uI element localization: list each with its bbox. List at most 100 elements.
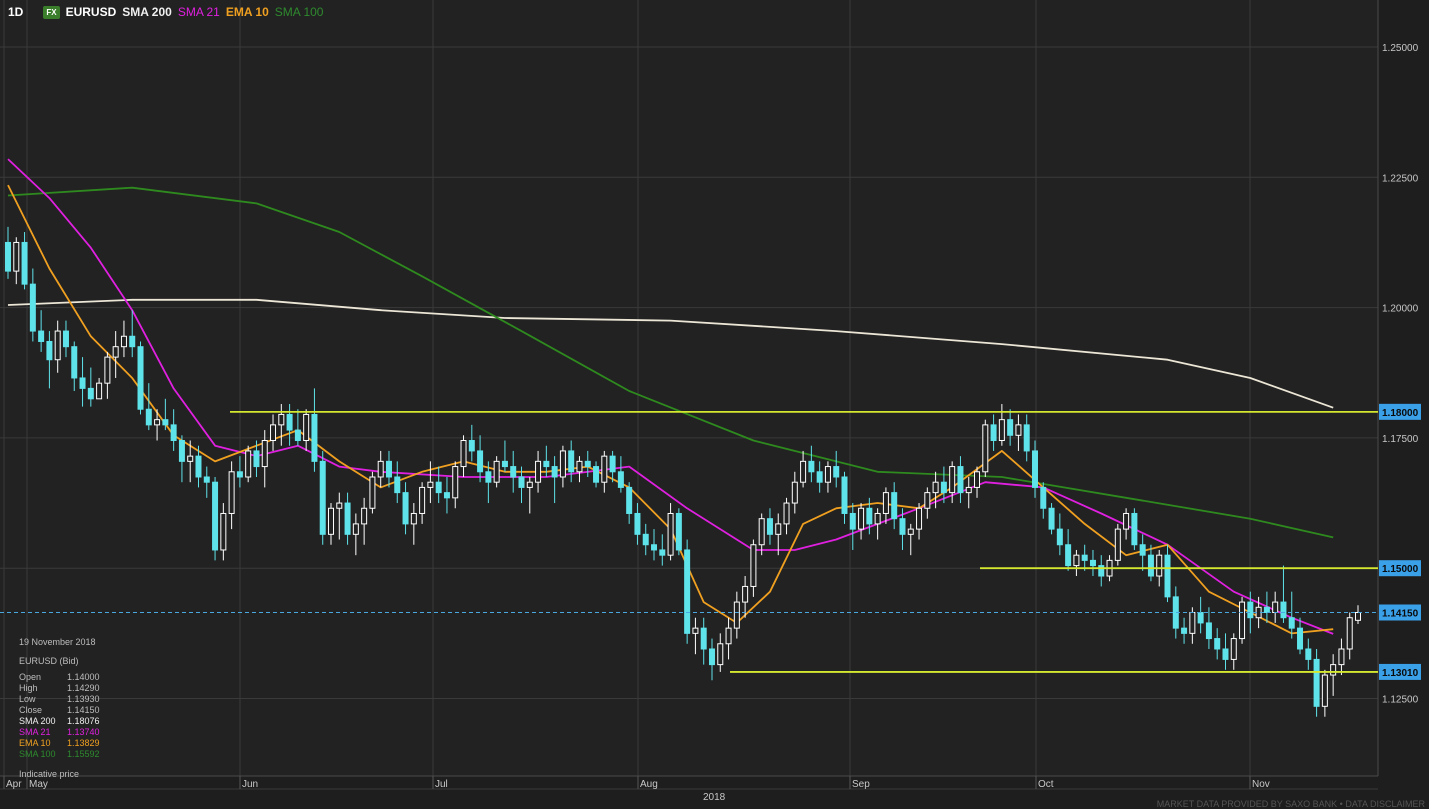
- candle: [1272, 591, 1279, 623]
- symbol-label[interactable]: EURUSD: [65, 5, 117, 19]
- candle-body: [1098, 565, 1105, 577]
- candle-body: [559, 450, 566, 478]
- candle-body: [319, 460, 326, 535]
- candle-body: [236, 471, 243, 478]
- candle-body: [385, 460, 392, 478]
- candle-body: [1214, 638, 1221, 650]
- candle-body: [1272, 601, 1279, 614]
- candle-body: [71, 346, 78, 379]
- candle: [38, 310, 45, 352]
- candle-body: [187, 455, 194, 462]
- info-table: Open 1.14000 High 1.14290 Low 1.13930 Close 1.1…: [19, 671, 100, 759]
- legend-sma200[interactable]: SMA 200: [122, 5, 172, 19]
- ema10-line: [7, 184, 1334, 635]
- candle-body: [990, 424, 997, 442]
- candle: [824, 461, 831, 493]
- candle-body: [1222, 648, 1229, 660]
- candle: [1164, 544, 1171, 603]
- candle: [543, 445, 550, 477]
- candle-body: [617, 471, 624, 488]
- candle: [891, 482, 898, 530]
- candle: [692, 617, 699, 655]
- candle: [419, 482, 426, 524]
- level-tag-label: 1.15000: [1382, 564, 1419, 575]
- price-tick-label: 1.25000: [1382, 43, 1419, 54]
- candle-body: [79, 377, 86, 389]
- candle-body: [1114, 528, 1121, 561]
- candle-body: [1048, 507, 1055, 530]
- candle: [882, 487, 889, 524]
- candle: [576, 456, 583, 483]
- candle-body: [195, 455, 202, 478]
- candle: [1065, 529, 1072, 571]
- candle-body: [278, 413, 285, 426]
- candle-body: [816, 471, 823, 483]
- candle: [1247, 591, 1254, 634]
- candle-body: [311, 413, 318, 462]
- candle: [203, 466, 210, 498]
- candle-body: [352, 523, 359, 535]
- candle: [841, 471, 848, 524]
- candle: [286, 404, 293, 446]
- candle: [708, 638, 715, 681]
- candle: [593, 461, 600, 488]
- candle: [601, 450, 608, 493]
- candle-body: [1040, 486, 1047, 509]
- candle-body: [270, 424, 277, 442]
- candle: [460, 435, 467, 477]
- candle-body: [1230, 638, 1237, 660]
- candle-body: [1330, 664, 1337, 676]
- legend-sma100[interactable]: SMA 100: [274, 5, 324, 19]
- candle-body: [601, 455, 608, 483]
- candle-body: [742, 585, 749, 603]
- candle: [1321, 669, 1328, 717]
- candle-body: [733, 601, 740, 629]
- candle: [1123, 508, 1130, 540]
- candle: [651, 529, 658, 561]
- legend-sma21[interactable]: SMA 21: [177, 5, 220, 19]
- data-disclaimer[interactable]: MARKET DATA PROVIDED BY SAXO BANK • DATA…: [1156, 799, 1425, 809]
- candle-body: [154, 419, 161, 426]
- candle-body: [551, 466, 558, 478]
- chart-header: 1D FX EURUSD SMA 200 SMA 21 EMA 10 SMA 1…: [8, 5, 323, 19]
- candle-body: [1073, 554, 1080, 567]
- candle-body: [203, 476, 210, 483]
- info-row: SMA 21 1.13740: [19, 726, 100, 737]
- legend-ema10[interactable]: EMA 10: [225, 5, 269, 19]
- sma100-line: [7, 186, 1334, 539]
- month-label: Oct: [1038, 779, 1054, 790]
- candle-body: [369, 476, 376, 509]
- candle-body: [824, 466, 831, 483]
- candle-body: [949, 466, 956, 494]
- candle: [808, 445, 815, 483]
- info-row: EMA 10 1.13829: [19, 737, 100, 748]
- candle: [1214, 628, 1221, 660]
- candle: [1338, 638, 1345, 676]
- candle-body: [510, 466, 517, 478]
- candle: [791, 471, 798, 514]
- year-label: 2018: [703, 792, 726, 803]
- timeframe-label[interactable]: 1D: [8, 5, 24, 19]
- candle-body: [659, 549, 666, 556]
- candle: [766, 508, 773, 545]
- horizontal-levels[interactable]: 1.18000 1.15000 1.13010 1.14150: [0, 403, 1421, 680]
- candle-body: [584, 460, 591, 468]
- candle: [551, 456, 558, 504]
- candle: [501, 440, 508, 472]
- candle-body: [336, 502, 343, 509]
- candle-body: [46, 340, 53, 361]
- candle-body: [1197, 612, 1204, 624]
- candle: [1280, 565, 1287, 623]
- candle-body: [965, 486, 972, 494]
- candle-body: [1247, 601, 1254, 619]
- info-row-label: High: [19, 682, 38, 693]
- time-axis: Apr May Jun Jul Aug Sep Oct Nov 2018: [0, 775, 1378, 809]
- candle-body: [410, 512, 417, 525]
- candle-body: [1321, 674, 1328, 707]
- candle-body: [1305, 648, 1312, 660]
- candle-body: [1015, 424, 1022, 436]
- candle: [982, 419, 989, 477]
- candle: [974, 466, 981, 498]
- candle-body: [667, 512, 674, 556]
